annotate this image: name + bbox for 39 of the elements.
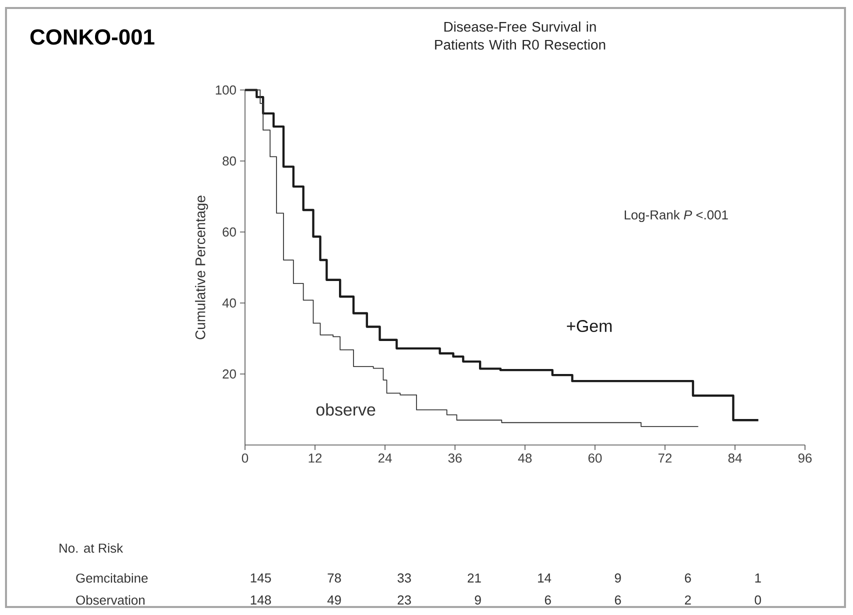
text: 23 [398, 595, 411, 605]
annotation: Log-Rank P <.001 [624, 210, 728, 222]
text: 49 [327, 595, 341, 605]
text: 6 [614, 595, 621, 605]
x-tick-label: 0 [242, 454, 248, 463]
text: 148 [250, 595, 271, 605]
x-tick-label: 72 [658, 454, 672, 463]
y-tick-label: 20 [222, 369, 236, 379]
text: 1 [755, 574, 761, 582]
text: Observation [76, 595, 145, 605]
x-tick-label: 24 [378, 454, 392, 463]
chart-title: CONKO-001 [30, 29, 154, 45]
text: 33 [398, 573, 411, 583]
text: 6 [684, 573, 691, 583]
y-tick-label: 80 [222, 156, 236, 166]
y-tick-label: 60 [222, 227, 236, 237]
text: 2 [684, 595, 691, 605]
x-tick-label: 60 [588, 454, 602, 463]
x-tick-label: 96 [798, 454, 812, 463]
text: 78 [328, 573, 341, 583]
y-axis-title: Cumulative Percentage [195, 196, 208, 340]
text: 14 [538, 574, 552, 582]
text: 6 [544, 595, 551, 605]
series-label: observe [316, 403, 376, 416]
text: 21 [468, 573, 481, 583]
text: 9 [614, 573, 621, 583]
x-tick-label: 12 [308, 454, 322, 463]
text: Gemcitabine [76, 573, 148, 583]
text: +Gem [566, 320, 612, 332]
x-tick-label: 84 [728, 454, 742, 463]
chart-subtitle: Disease-Free Survival in Patients With R0 Resection [435, 22, 606, 50]
text: 0 [754, 595, 761, 605]
y-tick-label: 100 [216, 85, 236, 95]
text: No. at Risk [60, 543, 124, 553]
text: 145 [250, 573, 271, 582]
x-tick-label: 48 [518, 454, 532, 463]
x-tick-label: 36 [448, 454, 462, 463]
text: 9 [474, 595, 481, 605]
y-tick-label: 40 [222, 298, 236, 308]
